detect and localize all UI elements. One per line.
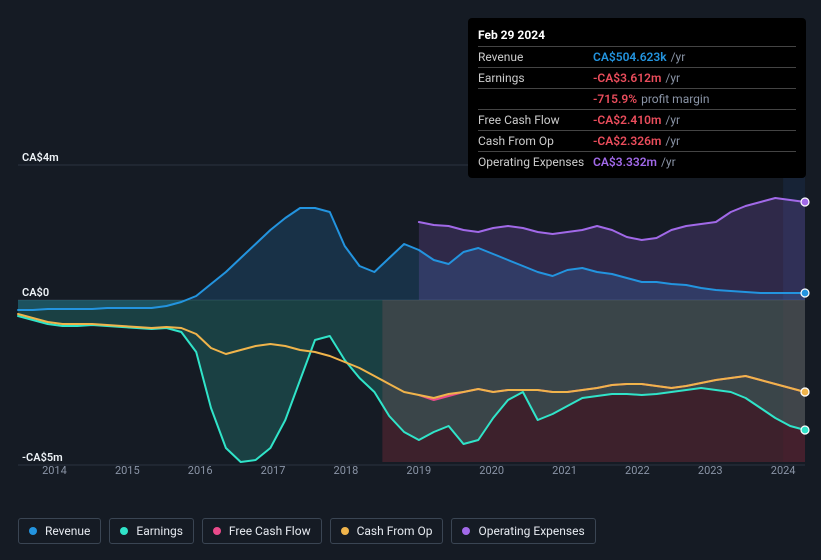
tooltip-row-value: -CA$2.410m [593,113,661,127]
tooltip-row-unit: profit margin [641,92,709,106]
legend-label: Earnings [136,524,183,538]
tooltip-row: Cash From Op-CA$2.326m/yr [478,130,796,151]
legend-dot [462,527,470,535]
legend-dot [29,527,37,535]
tooltip-row-unit: /yr [671,50,686,64]
legend-item-cfo[interactable]: Cash From Op [330,518,444,544]
tooltip-row: Earnings-CA$3.612m/yr [478,67,796,88]
legend-item-opex[interactable]: Operating Expenses [451,518,595,544]
tooltip-row-value: -CA$3.612m [593,71,661,85]
legend-dot [341,527,349,535]
svg-text:2016: 2016 [188,464,213,477]
chart-legend: Revenue Earnings Free Cash Flow Cash From O… [18,518,596,544]
svg-text:-CA$5m: -CA$5m [22,451,63,464]
legend-label: Free Cash Flow [229,524,311,538]
svg-text:2023: 2023 [698,464,723,477]
svg-text:2024: 2024 [771,464,796,477]
svg-text:2022: 2022 [625,464,650,477]
tooltip-row: RevenueCA$504.623k/yr [478,46,796,67]
tooltip-row-unit: /yr [661,155,676,169]
tooltip-row-value: CA$3.332m [593,155,657,169]
legend-dot [213,527,221,535]
legend-item-revenue[interactable]: Revenue [18,518,101,544]
tooltip-row: Free Cash Flow-CA$2.410m/yr [478,109,796,130]
tooltip-row-label [478,92,593,106]
tooltip-row-label: Earnings [478,71,593,85]
legend-item-earnings[interactable]: Earnings [109,518,194,544]
tooltip-row-unit: /yr [665,71,680,85]
chart-tooltip: Feb 29 2024 RevenueCA$504.623k/yrEarning… [468,18,806,178]
tooltip-row-unit: /yr [665,113,680,127]
tooltip-row-label: Free Cash Flow [478,113,593,127]
svg-text:2018: 2018 [334,464,359,477]
svg-text:2014: 2014 [42,464,67,477]
svg-text:CA$4m: CA$4m [22,151,59,164]
tooltip-row: -715.9% profit margin [478,88,796,109]
tooltip-row-label: Cash From Op [478,134,593,148]
svg-text:2015: 2015 [115,464,140,477]
tooltip-row-label: Operating Expenses [478,155,593,169]
legend-label: Cash From Op [357,524,433,538]
financials-chart: CA$4m CA$0 -CA$5m2014 2015 2016 2017 2018 2019 2… [0,0,821,560]
legend-label: Operating Expenses [478,524,584,538]
tooltip-row-value: -CA$2.326m [593,134,661,148]
svg-text:CA$0: CA$0 [22,286,49,299]
svg-text:2020: 2020 [479,464,504,477]
legend-item-fcf[interactable]: Free Cash Flow [202,518,322,544]
tooltip-row-value: -715.9% [593,92,637,106]
svg-text:2021: 2021 [552,464,577,477]
tooltip-row-label: Revenue [478,50,593,64]
tooltip-row: Operating ExpensesCA$3.332m/yr [478,151,796,172]
tooltip-row-value: CA$504.623k [593,50,667,64]
svg-text:2017: 2017 [261,464,286,477]
legend-label: Revenue [45,524,90,538]
tooltip-date: Feb 29 2024 [478,26,796,46]
tooltip-row-unit: /yr [665,134,680,148]
legend-dot [120,527,128,535]
svg-text:2019: 2019 [406,464,431,477]
